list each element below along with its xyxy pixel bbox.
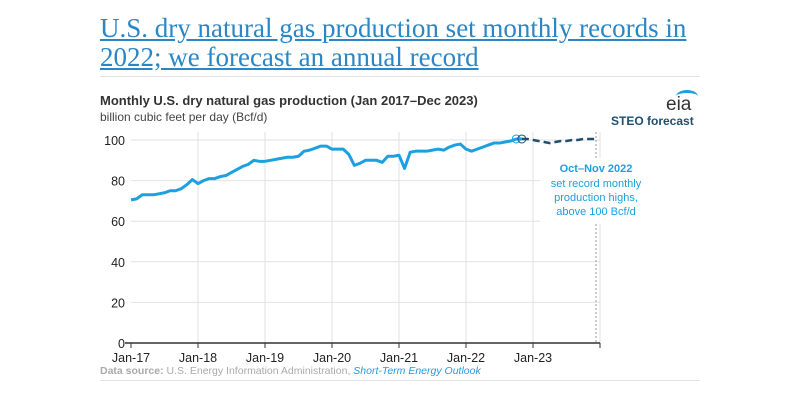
eia-logo-arc-icon (676, 90, 698, 103)
record-annotation: Oct–Nov 2022 set record monthly production… (511, 134, 652, 224)
data-source: Data source: U.S. Energy Information Adm… (100, 365, 481, 377)
annotation-line: set record monthly (551, 178, 642, 190)
y-axis-label: billion cubic feet per day (Bcf/d) (100, 110, 268, 124)
y-tick-label: 20 (111, 296, 125, 310)
source-link[interactable]: Short-Term Energy Outlook (353, 365, 481, 377)
annotation-line: production highs, (554, 192, 638, 204)
y-tick-label: 100 (104, 134, 125, 148)
record-marker-oct (511, 134, 521, 144)
y-tick-label: 60 (111, 215, 125, 229)
record-marker-nov (517, 134, 527, 144)
x-tick-label: Jan-17 (112, 351, 150, 365)
x-tick-label: Jan-22 (447, 351, 485, 365)
x-tick-label: Jan-18 (179, 351, 217, 365)
y-tick-label: 40 (111, 256, 125, 270)
y-tick-label: 0 (118, 337, 125, 351)
x-tick-label: Jan-19 (246, 351, 284, 365)
chart-title: Monthly U.S. dry natural gas production … (100, 93, 478, 108)
annotation-title: Oct–Nov 2022 (560, 163, 633, 175)
annotation-background (540, 158, 652, 224)
frame-divider-top (100, 76, 700, 77)
x-tick-label: Jan-21 (380, 351, 418, 365)
forecast-series-line (521, 137, 595, 145)
x-tick-label: Jan-20 (313, 351, 351, 365)
eia-logo: eia (666, 94, 692, 115)
headline-link[interactable]: U.S. dry natural gas production set mont… (100, 13, 687, 72)
x-tick-label: Jan-23 (514, 351, 552, 365)
frame-divider-bottom (100, 380, 700, 381)
source-org: U.S. Energy Information Administration, (166, 365, 351, 377)
annotation-line: above 100 Bcf/d (556, 206, 636, 218)
forecast-label: STEO forecast (611, 114, 694, 128)
y-tick-label: 80 (111, 175, 125, 189)
source-label: Data source: (100, 365, 164, 377)
history-series-line (130, 137, 522, 202)
